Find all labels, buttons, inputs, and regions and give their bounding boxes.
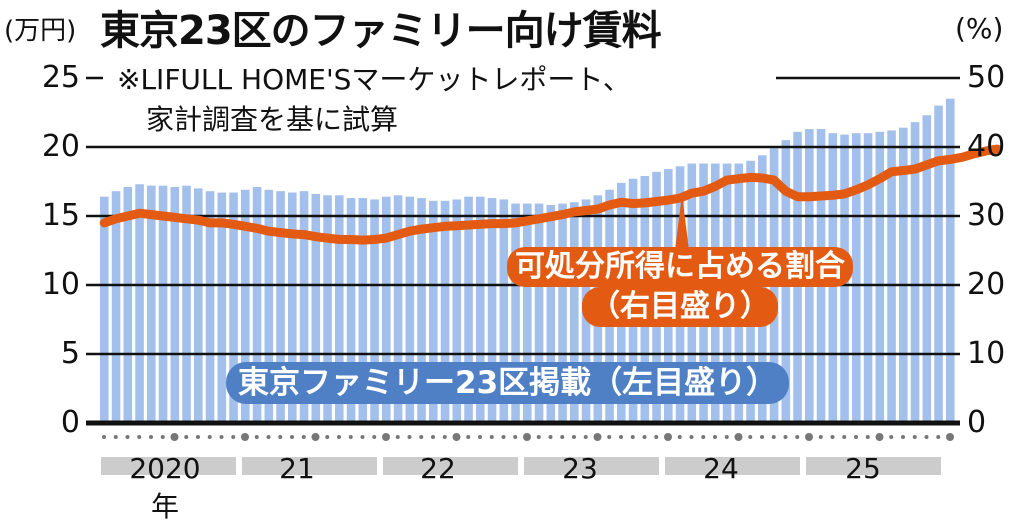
bar bbox=[476, 196, 485, 423]
year-label-2022: 22 bbox=[420, 452, 456, 485]
left-tick-10: 10 bbox=[41, 267, 80, 302]
label-pointer bbox=[675, 195, 689, 250]
bar bbox=[100, 196, 109, 423]
bar bbox=[534, 203, 544, 423]
bar bbox=[899, 127, 908, 424]
bar-series-label: 東京ファミリー23区掲載（左目盛り） bbox=[226, 362, 790, 404]
line-label-main: 可処分所得に占める割合 bbox=[507, 247, 853, 287]
year-bands bbox=[101, 457, 941, 475]
bar bbox=[288, 192, 297, 423]
right-tick-20: 20 bbox=[967, 267, 1006, 302]
year-band bbox=[101, 457, 236, 475]
bar bbox=[570, 202, 579, 423]
bar bbox=[299, 191, 309, 423]
bar bbox=[346, 198, 356, 423]
right-axis-unit: (%) bbox=[955, 12, 1004, 45]
right-tick-40: 40 bbox=[967, 129, 1006, 164]
bar bbox=[358, 198, 368, 423]
bar bbox=[323, 195, 332, 423]
year-label-2025: 25 bbox=[845, 452, 881, 485]
bar bbox=[205, 191, 215, 423]
bar bbox=[440, 200, 450, 423]
bar bbox=[523, 203, 532, 423]
bar bbox=[487, 198, 497, 423]
bar bbox=[863, 133, 873, 423]
right-tick-30: 30 bbox=[967, 198, 1006, 233]
year-band bbox=[524, 457, 659, 475]
bar bbox=[511, 203, 520, 423]
bar bbox=[499, 199, 509, 423]
bar bbox=[229, 192, 238, 423]
bar bbox=[264, 189, 274, 423]
left-tick-20: 20 bbox=[41, 129, 80, 164]
bar bbox=[910, 122, 920, 423]
line-series bbox=[99, 144, 1002, 250]
source-note-line2: 家計調査を基に試算 bbox=[146, 103, 399, 136]
year-band bbox=[242, 457, 377, 475]
year-label-2023: 23 bbox=[562, 452, 598, 485]
bar bbox=[464, 196, 473, 423]
bar bbox=[170, 187, 180, 423]
year-label-2021: 21 bbox=[279, 452, 315, 485]
line-label-axis: （右目盛り） bbox=[582, 287, 778, 327]
bar bbox=[546, 204, 556, 423]
year-label-2020: 2020年 bbox=[129, 452, 201, 523]
year-label-2024: 24 bbox=[703, 452, 739, 485]
bar bbox=[311, 193, 321, 423]
left-tick-25: 25 bbox=[41, 60, 80, 95]
bar bbox=[382, 196, 391, 423]
right-tick-50: 50 bbox=[967, 60, 1006, 95]
bar bbox=[405, 196, 415, 423]
month-dots bbox=[102, 433, 954, 441]
bar bbox=[452, 199, 462, 423]
bar bbox=[217, 192, 227, 423]
bar bbox=[241, 189, 250, 423]
bar bbox=[393, 195, 403, 423]
bar bbox=[852, 133, 861, 423]
bar bbox=[147, 185, 156, 423]
right-tick-10: 10 bbox=[967, 336, 1006, 371]
bar bbox=[946, 98, 955, 423]
left-tick-0: 0 bbox=[60, 405, 80, 440]
bar bbox=[182, 185, 191, 423]
bar bbox=[158, 185, 168, 423]
left-tick-15: 15 bbox=[41, 198, 80, 233]
year-band bbox=[383, 457, 518, 475]
bar bbox=[875, 131, 885, 423]
bar bbox=[429, 200, 438, 423]
bar bbox=[558, 203, 567, 423]
line-series-label: 可処分所得に占める割合 （右目盛り） bbox=[473, 247, 887, 327]
bar bbox=[934, 105, 943, 423]
bar bbox=[370, 199, 379, 423]
year-band bbox=[806, 457, 941, 475]
bar bbox=[135, 184, 144, 423]
bar bbox=[194, 188, 203, 423]
source-note-line1: ※LIFULL HOME'Sマーケットレポート、 bbox=[117, 58, 635, 98]
chart-title: 東京23区のファミリー向け賃料 bbox=[100, 8, 662, 54]
right-tick-0: 0 bbox=[967, 405, 987, 440]
left-axis-unit: (万円) bbox=[4, 16, 77, 46]
bar bbox=[417, 198, 426, 423]
year-band bbox=[665, 457, 800, 475]
bar bbox=[335, 195, 344, 423]
bar bbox=[887, 130, 896, 423]
bar bbox=[922, 115, 932, 423]
left-tick-5: 5 bbox=[60, 336, 80, 371]
bar bbox=[111, 191, 121, 423]
bar bbox=[123, 187, 133, 423]
bar bbox=[252, 187, 262, 423]
bar bbox=[276, 191, 285, 423]
ratio-line bbox=[99, 144, 1002, 245]
